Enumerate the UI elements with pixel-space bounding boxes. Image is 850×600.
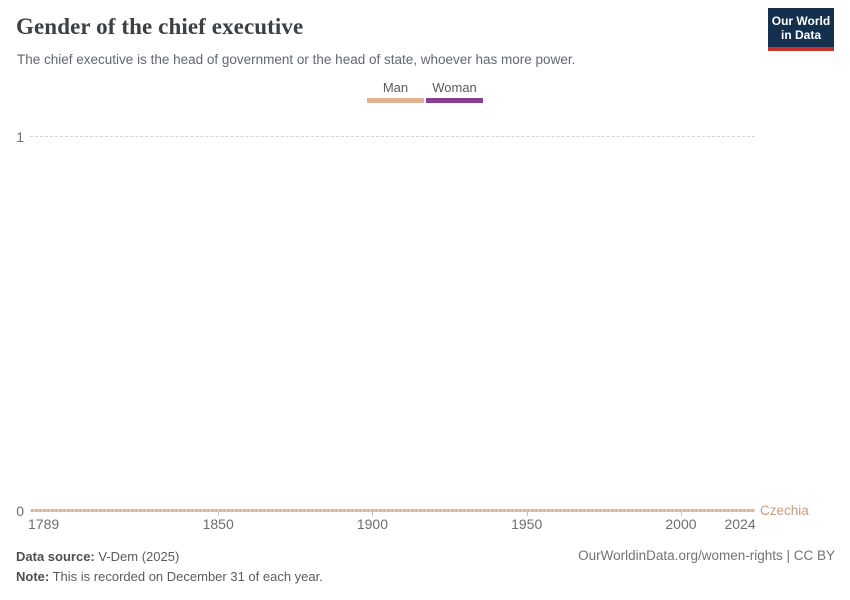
- x-axis-label-1850: 1850: [202, 516, 234, 532]
- entity-label-czechia[interactable]: Czechia: [760, 503, 809, 518]
- legend-item-woman[interactable]: Woman: [426, 80, 483, 103]
- chart-subtitle: The chief executive is the head of gover…: [17, 52, 576, 67]
- x-axis-label-2024: 2024: [724, 516, 756, 532]
- owid-logo-line1: Our World: [771, 13, 831, 28]
- gridline-y1: [30, 136, 755, 137]
- legend-label: Woman: [432, 80, 477, 95]
- x-axis-label-1789: 1789: [28, 516, 60, 532]
- data-source-value[interactable]: V-Dem (2025): [98, 549, 180, 564]
- x-tick-mark-2000: [680, 512, 682, 516]
- x-axis-label-2000: 2000: [665, 516, 697, 532]
- x-tick-mark-1850: [218, 512, 220, 516]
- x-axis-label-1900: 1900: [356, 516, 389, 532]
- legend-label: Man: [382, 80, 409, 95]
- footer-link[interactable]: OurWorldinData.org/women-rights | CC BY: [578, 548, 835, 563]
- page-title: Gender of the chief executive: [16, 14, 304, 39]
- legend-item-man[interactable]: Man: [367, 80, 424, 103]
- owid-logo-line2: in Data: [780, 27, 821, 42]
- note-label: Note:: [16, 569, 50, 584]
- note-value: This is recorded on December 31 of each …: [52, 569, 323, 584]
- data-source-label: Data source:: [16, 549, 95, 564]
- y-axis-label-1: 1: [16, 129, 24, 145]
- x-axis-label-1950: 1950: [511, 516, 543, 532]
- legend-swatch-woman: [426, 98, 483, 103]
- y-axis-label-0: 0: [16, 503, 24, 519]
- chart-footer: Data source: V-Dem (2025) Note: This is …: [16, 547, 323, 587]
- legend-swatch-man: [367, 98, 424, 103]
- x-tick-mark-1900: [372, 512, 374, 516]
- owid-logo[interactable]: Our World in Data: [768, 8, 834, 51]
- series-line-czechia[interactable]: [30, 509, 755, 512]
- x-tick-mark-1950: [526, 512, 528, 516]
- chart-legend: Man Woman: [0, 80, 850, 103]
